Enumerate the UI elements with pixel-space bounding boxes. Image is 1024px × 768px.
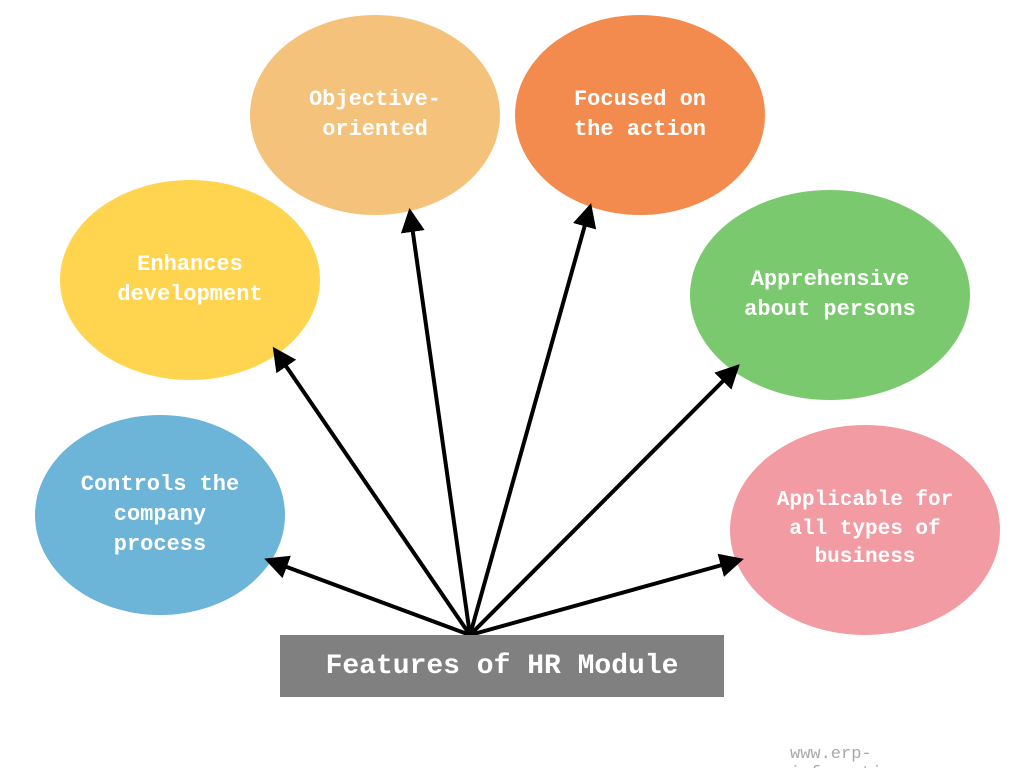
title-box: Features of HR Module: [280, 635, 724, 697]
bubble-objective: Objective- oriented: [250, 15, 500, 215]
bubble-controls: Controls the company process: [35, 415, 285, 615]
bubble-enhances: Enhances development: [60, 180, 320, 380]
bubble-objective-label: Objective- oriented: [309, 85, 441, 144]
bubble-applicable-label: Applicable for all types of business: [777, 487, 953, 572]
bubble-controls-label: Controls the company process: [81, 470, 239, 559]
bubble-focused: Focused on the action: [515, 15, 765, 215]
bubble-apprehensive-label: Apprehensive about persons: [744, 265, 916, 324]
attribution-text: www.erp-information.com: [790, 745, 1024, 768]
bubble-applicable: Applicable for all types of business: [730, 425, 1000, 635]
bubble-apprehensive: Apprehensive about persons: [690, 190, 970, 400]
title-text: Features of HR Module: [326, 651, 679, 682]
diagram-canvas: Controls the company process Enhances de…: [0, 0, 1024, 768]
bubble-focused-label: Focused on the action: [574, 85, 706, 144]
bubble-enhances-label: Enhances development: [117, 250, 262, 309]
